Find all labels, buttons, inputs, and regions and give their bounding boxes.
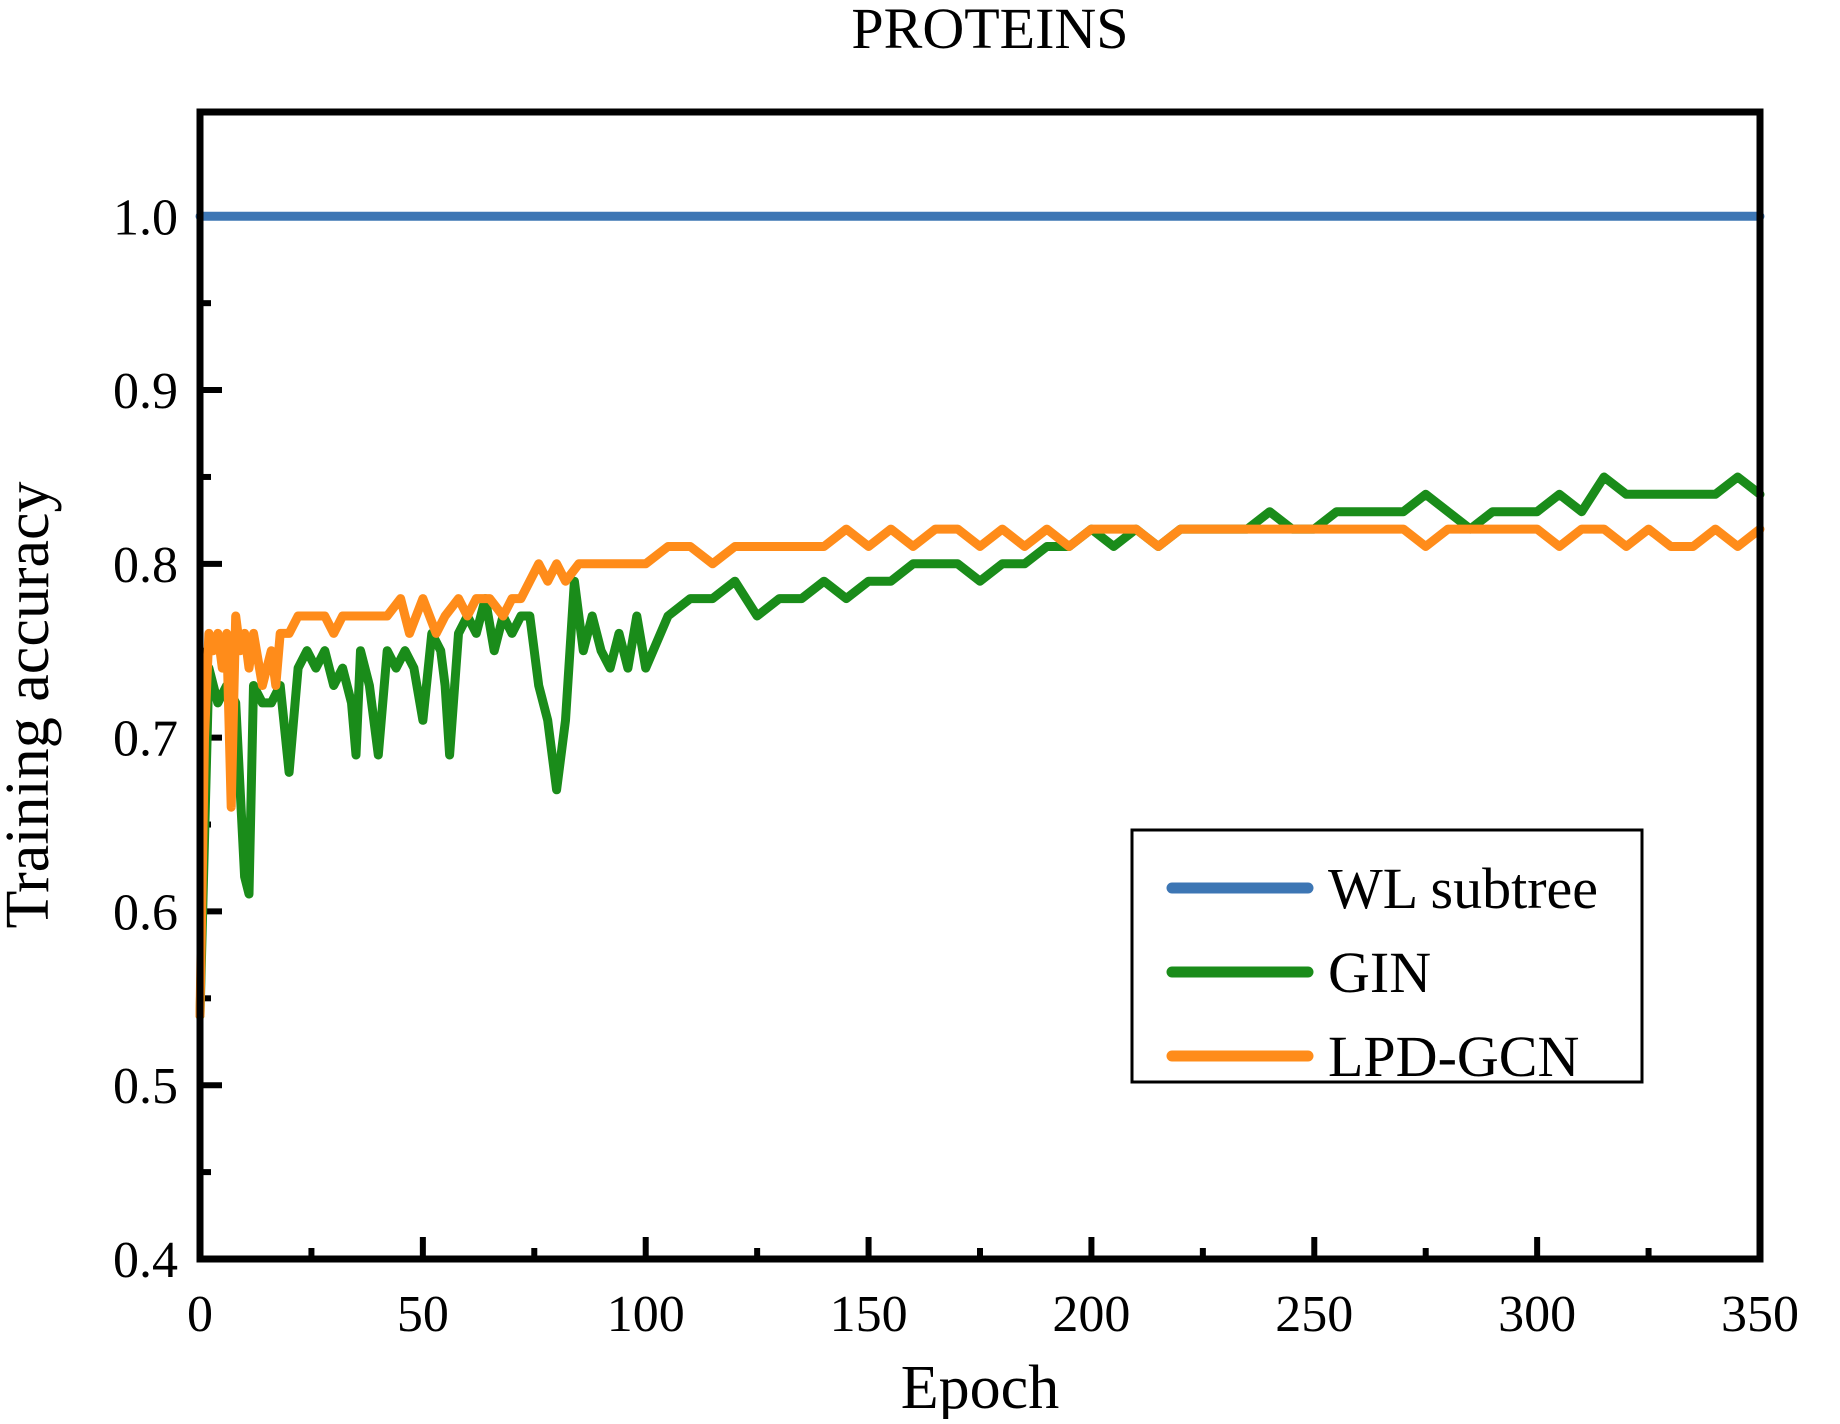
x-tick-label: 250	[1275, 1286, 1353, 1343]
y-tick-label: 0.8	[113, 537, 178, 594]
x-tick-label: 100	[607, 1286, 685, 1343]
y-tick-label: 0.4	[113, 1232, 178, 1289]
y-tick-label: 1.0	[113, 189, 178, 246]
legend-box	[1130, 828, 1644, 1084]
y-tick-label: 0.5	[113, 1058, 178, 1115]
x-tick-label: 300	[1498, 1286, 1576, 1343]
x-tick-label: 150	[830, 1286, 908, 1343]
x-axis-ticks: 0 50 100 150 200 250 300 350	[187, 1237, 1799, 1343]
y-tick-label: 0.9	[113, 363, 178, 420]
y-axis-ticks: 0.4 0.5 0.6 0.7 0.8 0.9 1.0	[113, 189, 222, 1289]
series-line-lpd-gcn	[195, 524, 1765, 1021]
x-tick-label: 0	[187, 1286, 213, 1343]
series-line-gin	[195, 472, 1765, 1021]
y-tick-label: 0.7	[113, 711, 178, 768]
y-tick-label: 0.6	[113, 884, 178, 941]
legend-label-gin: GIN	[1328, 940, 1431, 1005]
legend-label-lpd-gcn: LPD-GCN	[1328, 1024, 1579, 1089]
legend: WL subtree GIN LPD-GCN	[1130, 828, 1644, 1089]
y-axis-label: Training accuracy	[0, 481, 62, 928]
x-tick-label: 50	[397, 1286, 449, 1343]
plot-frame	[196, 108, 1764, 1263]
x-tick-label: 200	[1052, 1286, 1130, 1343]
x-axis-label: Epoch	[901, 1354, 1059, 1419]
series-layer	[195, 211, 1765, 1021]
chart-title: PROTEINS	[851, 0, 1128, 61]
x-tick-label: 350	[1721, 1286, 1799, 1343]
legend-label-wl-subtree: WL subtree	[1328, 856, 1598, 921]
